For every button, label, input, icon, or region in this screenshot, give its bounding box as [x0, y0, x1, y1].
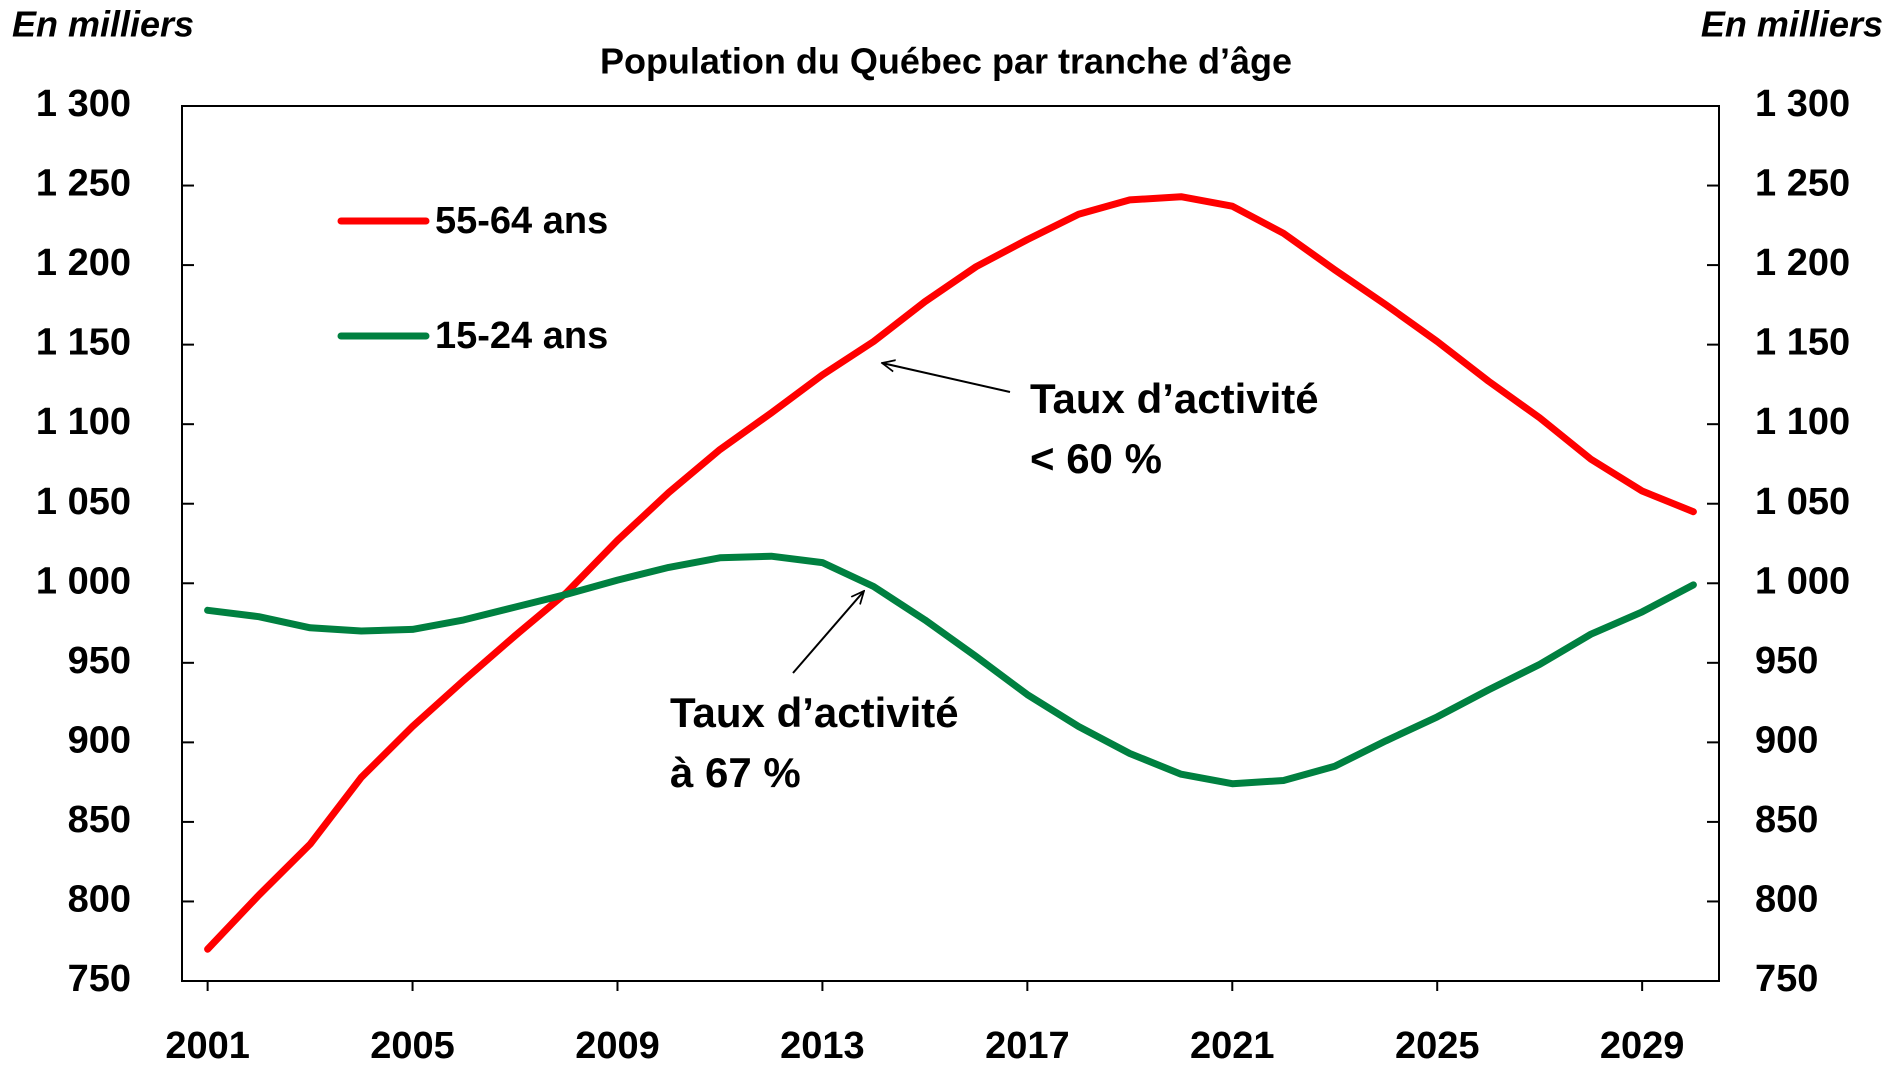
series-line	[204, 193, 1697, 953]
y-tick-label: 1 200	[36, 242, 131, 284]
x-tick-label: 2009	[575, 1025, 660, 1067]
annotation: à 67 %	[670, 749, 801, 796]
series-line	[204, 552, 1697, 788]
y-tick-label: 1 050	[36, 481, 131, 523]
y2-tick-label: 950	[1755, 640, 1818, 682]
y2-tick-label: 1 150	[1755, 322, 1850, 364]
y2-tick-label: 1 200	[1755, 242, 1850, 284]
y-tick-label: 1 250	[36, 163, 131, 205]
legend-label: 55-64 ans	[435, 200, 608, 242]
y-tick-label: 750	[68, 958, 131, 1000]
annotation: Taux d’activité	[1030, 375, 1319, 422]
y2-tick-label: 750	[1755, 958, 1818, 1000]
plot-frame	[181, 105, 1720, 982]
y-tick-label: 1 000	[36, 560, 131, 602]
y-axis-label: En milliers	[12, 4, 194, 45]
y2-tick-label: 1 100	[1755, 401, 1850, 443]
y-tick-label: 800	[68, 878, 131, 920]
x-tick-label: 2029	[1600, 1025, 1685, 1067]
y2-tick-label: 850	[1755, 799, 1818, 841]
x-tick-label: 2017	[985, 1025, 1070, 1067]
chart-title: Population du Québec par tranche d’âge	[600, 41, 1292, 82]
x-tick-label: 2001	[165, 1025, 250, 1067]
y2-tick-label: 900	[1755, 719, 1818, 761]
annotation: Taux d’activité	[670, 689, 959, 736]
annotation-arrow	[882, 363, 1011, 393]
x-tick-label: 2013	[780, 1025, 865, 1067]
y2-tick-label: 1 050	[1755, 481, 1850, 523]
y-tick-label: 1 100	[36, 401, 131, 443]
legend-label: 15-24 ans	[435, 315, 608, 357]
y2-tick-label: 1 300	[1755, 83, 1850, 125]
y2-tick-label: 1 250	[1755, 163, 1850, 205]
y-tick-label: 900	[68, 719, 131, 761]
x-tick-label: 2025	[1395, 1025, 1480, 1067]
annotation: < 60 %	[1030, 435, 1162, 482]
y2-tick-label: 800	[1755, 878, 1818, 920]
y-tick-label: 1 150	[36, 322, 131, 364]
y2-axis-label: En milliers	[1701, 4, 1883, 45]
x-tick-label: 2021	[1190, 1025, 1275, 1067]
y-tick-label: 850	[68, 799, 131, 841]
x-tick-label: 2005	[370, 1025, 455, 1067]
y2-tick-label: 1 000	[1755, 560, 1850, 602]
y-tick-label: 950	[68, 640, 131, 682]
y-tick-label: 1 300	[36, 83, 131, 125]
annotation-arrow	[792, 591, 864, 674]
